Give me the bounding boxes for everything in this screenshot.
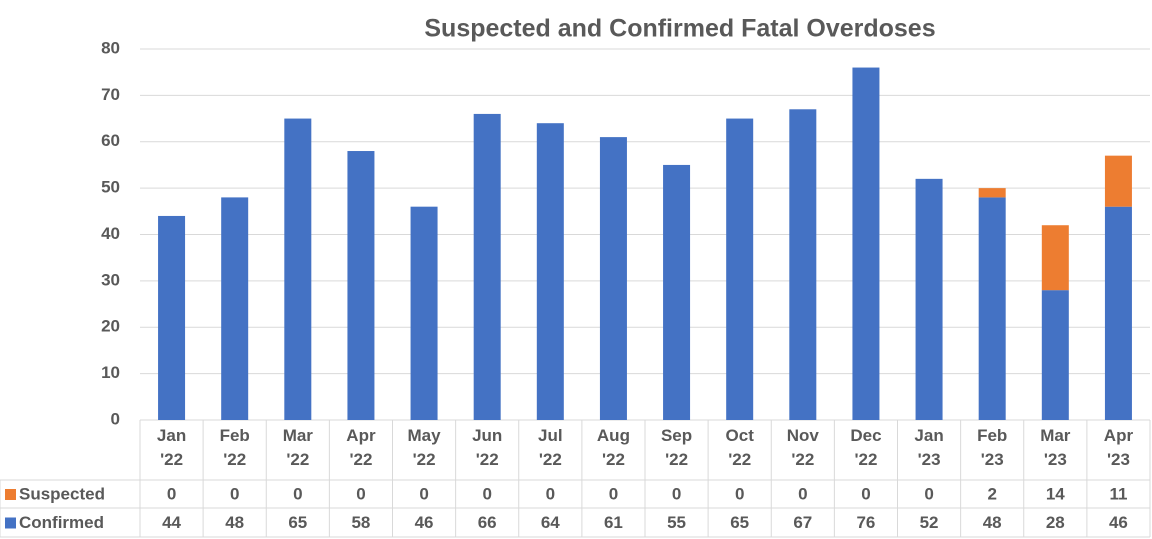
table-value: 76 bbox=[856, 513, 875, 532]
table-value: 14 bbox=[1046, 484, 1065, 503]
legend-key bbox=[5, 489, 16, 500]
x-tick-label: Aug '22 bbox=[597, 426, 630, 469]
table-value: 0 bbox=[798, 484, 807, 503]
y-tick-label: 30 bbox=[101, 270, 120, 289]
y-tick-label: 20 bbox=[101, 317, 120, 336]
bar bbox=[978, 188, 1006, 198]
table-value: 64 bbox=[541, 513, 560, 532]
table-value: 0 bbox=[861, 484, 870, 503]
table-value: 0 bbox=[672, 484, 681, 503]
table-value: 28 bbox=[1046, 513, 1065, 532]
x-tick-label: Mar '23 bbox=[1040, 426, 1071, 469]
x-tick-label: Dec '22 bbox=[850, 426, 881, 469]
table-value: 0 bbox=[230, 484, 239, 503]
table-value: 0 bbox=[735, 484, 744, 503]
x-tick-label: Mar '22 bbox=[283, 426, 314, 469]
table-value: 0 bbox=[419, 484, 428, 503]
bar bbox=[158, 215, 186, 420]
table-value: 46 bbox=[415, 513, 434, 532]
table-value: 0 bbox=[924, 484, 933, 503]
bar bbox=[221, 197, 249, 420]
x-tick-label: May '22 bbox=[408, 426, 442, 469]
x-tick-label: Sep '22 bbox=[661, 426, 692, 469]
table-value: 0 bbox=[609, 484, 618, 503]
x-tick-label: Jul '22 bbox=[538, 426, 563, 469]
bar bbox=[915, 178, 943, 420]
y-tick-label: 50 bbox=[101, 178, 120, 197]
y-tick-label: 10 bbox=[101, 363, 120, 382]
bar bbox=[726, 118, 754, 420]
x-tick-label: Nov '22 bbox=[787, 426, 820, 469]
legend-key bbox=[5, 517, 16, 529]
bar bbox=[789, 109, 817, 420]
x-tick-label: Oct '22 bbox=[726, 426, 755, 469]
x-tick-label: Apr '23 bbox=[1104, 426, 1134, 469]
chart-title: Suspected and Confirmed Fatal Overdoses bbox=[424, 15, 935, 43]
bar bbox=[473, 113, 501, 421]
bar bbox=[410, 206, 438, 420]
table-value: 65 bbox=[288, 513, 307, 532]
x-tick-label: Jan '23 bbox=[914, 426, 943, 469]
y-tick-label: 0 bbox=[111, 409, 120, 428]
legend-label: Confirmed bbox=[19, 513, 104, 532]
bar bbox=[1041, 290, 1069, 420]
bar bbox=[1104, 206, 1132, 420]
y-tick-label: 80 bbox=[101, 38, 120, 57]
table-value: 11 bbox=[1109, 484, 1127, 503]
bar bbox=[599, 137, 627, 421]
y-tick-label: 40 bbox=[101, 224, 120, 243]
table-value: 58 bbox=[351, 513, 370, 532]
x-tick-label: Apr '22 bbox=[346, 426, 376, 469]
table-value: 52 bbox=[920, 513, 939, 532]
bar bbox=[347, 151, 375, 420]
table-value: 61 bbox=[604, 513, 623, 532]
y-tick-label: 60 bbox=[101, 131, 120, 150]
x-tick-label: Jan '22 bbox=[157, 426, 186, 469]
y-tick-label: 70 bbox=[101, 85, 120, 104]
table-value: 55 bbox=[667, 513, 686, 532]
bar bbox=[852, 67, 880, 421]
bar bbox=[978, 197, 1006, 420]
legend-label: Suspected bbox=[19, 484, 105, 503]
table-value: 0 bbox=[546, 484, 555, 503]
table-value: 0 bbox=[356, 484, 365, 503]
table-value: 48 bbox=[225, 513, 244, 532]
table-value: 48 bbox=[983, 513, 1002, 532]
table-value: 0 bbox=[293, 484, 302, 503]
x-tick-label: Feb '23 bbox=[977, 426, 1007, 469]
table-value: 44 bbox=[162, 513, 181, 532]
table-value: 0 bbox=[482, 484, 491, 503]
x-tick-label: Feb '22 bbox=[220, 426, 250, 469]
x-tick-label: Jun '22 bbox=[472, 426, 502, 469]
table-value: 67 bbox=[793, 513, 812, 532]
table-value: 65 bbox=[730, 513, 749, 532]
bar bbox=[1041, 225, 1069, 291]
table-value: 46 bbox=[1109, 513, 1128, 532]
bar bbox=[284, 118, 312, 420]
table-value: 2 bbox=[987, 484, 996, 503]
table-value: 0 bbox=[167, 484, 176, 503]
bar bbox=[663, 164, 691, 420]
table-value: 66 bbox=[478, 513, 497, 532]
bar bbox=[1104, 155, 1132, 207]
bar bbox=[536, 123, 564, 420]
